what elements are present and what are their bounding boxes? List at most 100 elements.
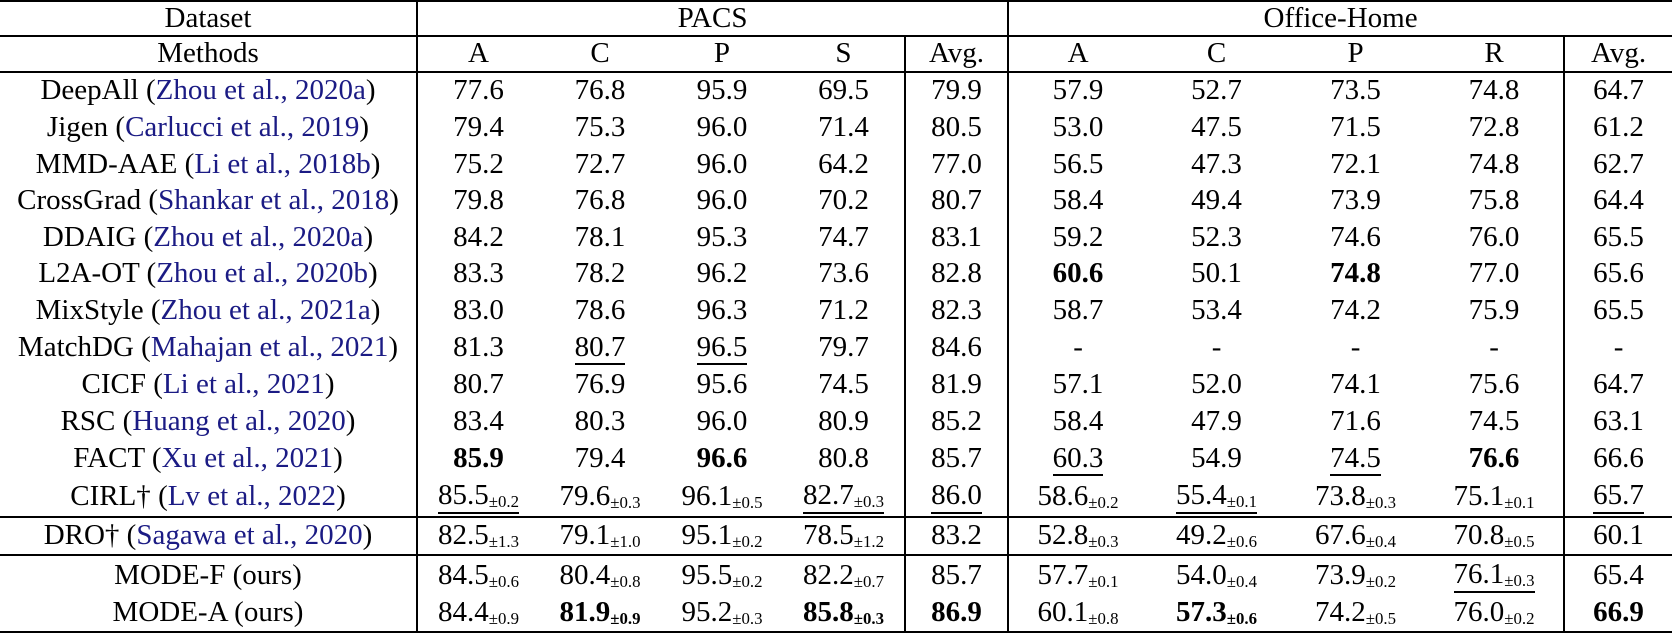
- citation-link[interactable]: Lv et al., 2022: [167, 479, 337, 512]
- citation-link[interactable]: Zhou et al., 2020a: [153, 220, 364, 253]
- value-cell: 49.2±0.6: [1147, 515, 1287, 556]
- citation-link[interactable]: Huang et al., 2020: [132, 404, 346, 437]
- value-text: 74.2±0.5: [1315, 595, 1397, 628]
- value-cell: 59.2: [1007, 219, 1148, 256]
- citation-link[interactable]: Sagawa et al., 2020: [136, 519, 363, 552]
- value-cell: 79.1±1.0: [539, 515, 661, 556]
- std-dev-subscript: ±0.6: [488, 571, 519, 591]
- value-text: 58.4: [1052, 404, 1104, 437]
- citation-link[interactable]: Xu et al., 2021: [161, 442, 334, 475]
- value-cell: 65.5: [1563, 219, 1672, 256]
- value-cell: 78.1: [539, 219, 661, 256]
- value-cell: 76.1±0.3: [1425, 554, 1565, 595]
- value-text: 77.6: [453, 74, 504, 107]
- value-cell: 75.8: [1425, 183, 1564, 220]
- citation-link[interactable]: Li et al., 2021: [162, 368, 325, 401]
- citation-link[interactable]: Mahajan et al., 2021: [150, 331, 389, 364]
- citation-link[interactable]: Li et al., 2018b: [194, 147, 371, 180]
- col-header-oh-c: C: [1147, 36, 1287, 73]
- citation-link[interactable]: Zhou et al., 2020a: [155, 74, 366, 107]
- value-text: 57.3±0.6: [1176, 595, 1258, 628]
- value-text: 83.2: [931, 519, 982, 552]
- value-cell: 96.0: [661, 403, 783, 440]
- value-text: 84.5±0.6: [438, 558, 519, 591]
- group-header-pacs: PACS: [415, 1, 1009, 38]
- value-cell: 52.8±0.3: [1007, 515, 1148, 556]
- value-cell: 74.2: [1286, 292, 1425, 329]
- value-cell: 73.9±0.2: [1286, 554, 1426, 595]
- value-cell: 86.0: [903, 477, 1009, 517]
- value-cell: 76.0±0.2: [1425, 594, 1564, 632]
- value-text: 74.7: [818, 220, 869, 253]
- value-cell: 75.2: [416, 145, 539, 183]
- citation-link[interactable]: Zhou et al., 2021a: [160, 293, 371, 326]
- value-text: 84.2: [453, 220, 504, 253]
- value-cell: 95.3: [661, 219, 783, 256]
- std-dev-subscript: ±0.3: [1504, 571, 1535, 591]
- std-dev-subscript: ±0.1: [1226, 492, 1258, 512]
- value-text: 96.0: [696, 147, 748, 180]
- value-text: 79.6±0.3: [559, 479, 641, 512]
- value-text: 66.6: [1593, 442, 1644, 475]
- value-text: 75.2: [453, 147, 504, 180]
- table-row: MODE-A (ours) 84.4±0.9 81.9±0.9 95.2±0.3 85.…: [0, 594, 1672, 632]
- value-text: 96.0: [696, 111, 748, 143]
- value-text: 58.6±0.2: [1037, 479, 1119, 512]
- std-dev-subscript: ±0.3: [610, 492, 641, 512]
- value-text: 75.3: [574, 111, 626, 143]
- citation-link[interactable]: Zhou et al., 2020b: [156, 257, 369, 290]
- value-cell: 57.1: [1007, 366, 1148, 404]
- method-cell: RSC (Huang et al., 2020): [60, 404, 356, 437]
- citation-link[interactable]: Shankar et al., 2018: [158, 184, 390, 217]
- value-text: 47.5: [1191, 111, 1242, 143]
- method-name: CICF: [81, 368, 146, 401]
- value-text: 71.2: [818, 293, 869, 326]
- value-text: 75.1±0.1: [1453, 479, 1535, 512]
- std-dev-subscript: ±0.1: [1504, 492, 1535, 512]
- value-cell: 47.9: [1147, 403, 1286, 440]
- value-text: 52.8±0.3: [1037, 519, 1119, 552]
- value-cell: 95.5±0.2: [661, 554, 783, 595]
- value-text: 96.3: [696, 293, 748, 326]
- method-name: DRO†: [43, 519, 120, 552]
- value-cell: 96.3: [661, 292, 783, 329]
- value-cell: 78.2: [539, 256, 661, 293]
- value-text: 62.7: [1593, 147, 1644, 180]
- std-dev-subscript: ±0.5: [1504, 532, 1535, 552]
- value-text: 76.1±0.3: [1453, 559, 1535, 593]
- value-cell: 80.7: [539, 329, 661, 367]
- value-text: 82.5±1.3: [438, 519, 519, 552]
- value-text: 71.4: [818, 111, 869, 143]
- table-row: MMD-AAE (Li et al., 2018b) 75.2 72.7 96.0 64…: [0, 145, 1672, 183]
- value-cell: 47.5: [1147, 109, 1286, 146]
- value-cell: 60.6: [1007, 255, 1148, 293]
- value-cell: 73.6: [783, 256, 905, 293]
- table-row: RSC (Huang et al., 2020) 83.4 80.3 96.0 80.9…: [0, 403, 1672, 440]
- method-cell: DDAIG (Zhou et al., 2020a): [42, 220, 374, 253]
- dataset-header-label: Dataset: [0, 1, 417, 38]
- method-name: MODE-F (ours): [114, 558, 302, 591]
- value-cell: 76.8: [539, 183, 661, 220]
- value-text: -: [1489, 331, 1499, 364]
- value-cell: 54.9: [1147, 440, 1286, 478]
- value-cell: 77.0: [1425, 256, 1564, 293]
- value-cell: 77.6: [416, 71, 539, 110]
- value-cell: 80.4±0.8: [539, 554, 661, 595]
- std-dev-subscript: ±0.3: [853, 608, 884, 628]
- value-text: 81.9: [931, 368, 982, 401]
- value-text: -: [1211, 331, 1222, 364]
- value-cell: 85.2: [903, 403, 1009, 440]
- value-cell: 70.8±0.5: [1425, 515, 1565, 556]
- value-text: 95.2±0.3: [681, 595, 763, 628]
- citation-link[interactable]: Carlucci et al., 2019: [125, 111, 360, 143]
- method-name: DeepAll: [40, 74, 139, 107]
- value-cell: 96.6: [661, 440, 783, 478]
- value-text: 65.5: [1593, 220, 1644, 253]
- value-cell: -: [1563, 328, 1672, 367]
- value-cell: 79.9: [903, 71, 1009, 110]
- value-cell: 83.4: [416, 403, 539, 440]
- col-header-pacs-p: P: [661, 36, 783, 73]
- col-header-pacs-s: S: [783, 36, 905, 73]
- value-cell: 96.0: [661, 146, 783, 183]
